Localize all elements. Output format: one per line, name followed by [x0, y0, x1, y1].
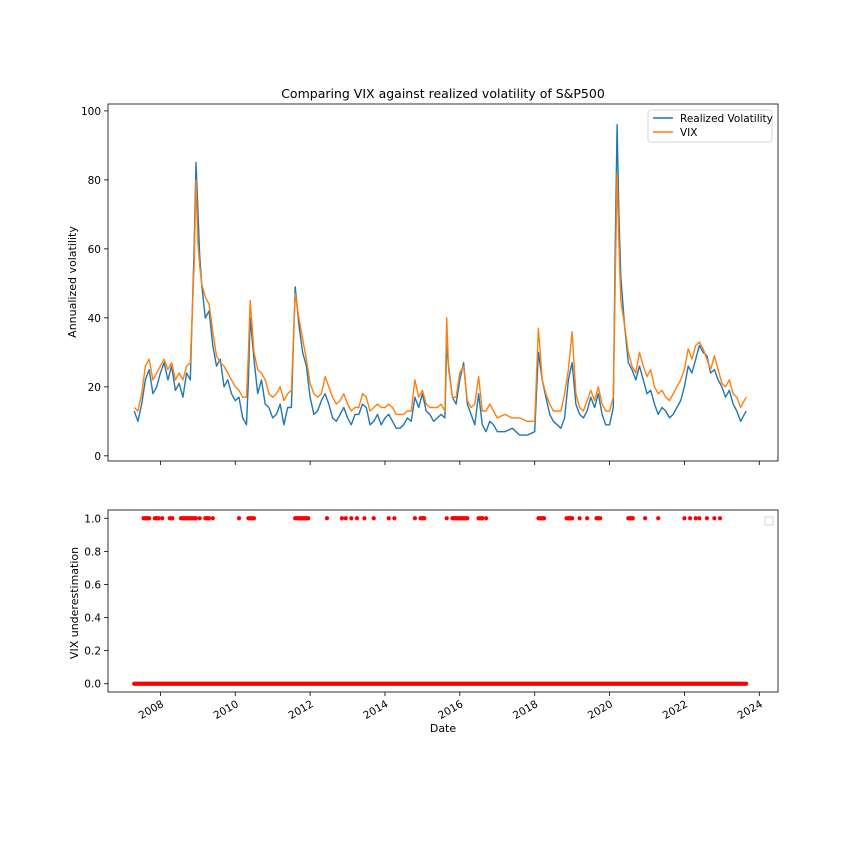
- y-tick-label: 60: [88, 244, 101, 256]
- legend-box: [647, 109, 773, 143]
- y-tick-label: 0.4: [84, 613, 101, 625]
- y-tick-label: 0: [94, 451, 101, 463]
- scatter-point-one: [717, 516, 723, 521]
- scatter-point-one: [210, 516, 215, 521]
- empty-legend-box: [764, 516, 774, 526]
- bottom-axes: 0.00.20.40.60.81.0 2008 2010 2012 2014 2016 2…: [68, 509, 779, 735]
- scatter-point-one: [656, 516, 661, 521]
- bottom-x-ticks: 2008 2010 2012 2014 2016 2018 2020 2022 2024: [137, 692, 765, 722]
- scatter-point-one: [343, 516, 348, 521]
- bottom-y-ticks: 0.0 0.2 0.4 0.6 0.8 1.0: [84, 513, 108, 691]
- y-tick-label: 80: [88, 175, 101, 187]
- scatter-point-one: [712, 516, 717, 521]
- top-x-ticks: [160, 461, 760, 465]
- x-tick-label: 2012: [286, 698, 315, 722]
- y-tick-label: 0.0: [84, 679, 101, 691]
- scatter-point-one: [160, 516, 165, 521]
- scatter-point-one: [324, 516, 330, 521]
- y-tick-label: 0.6: [84, 579, 101, 591]
- scatter-point-one: [483, 516, 489, 521]
- scatter-point-one: [412, 516, 418, 521]
- scatter-point-one: [371, 516, 376, 521]
- top-axes: Comparing VIX against realized volatilit…: [66, 86, 779, 465]
- y-tick-label: 0.2: [84, 646, 101, 658]
- scatter-point-one: [577, 516, 582, 521]
- top-axes-frame: [107, 103, 779, 462]
- scatter-point-one: [386, 516, 391, 521]
- series-line-realized-volatility: [133, 124, 747, 436]
- scatter-point-one: [682, 516, 687, 521]
- scatter-point-one: [630, 516, 635, 521]
- legend: Realized Volatility VIX: [647, 109, 773, 143]
- volatility-plot-area: [133, 124, 747, 436]
- scatter-point-one: [362, 516, 367, 521]
- y-tick-label: 40: [88, 313, 101, 325]
- scatter-point-one: [687, 516, 693, 521]
- top-y-ticks: 0 20 40 60 80 100: [81, 106, 108, 463]
- scatter-point-one: [354, 516, 360, 521]
- x-tick-label: 2010: [212, 698, 241, 722]
- y-tick-label: 1.0: [84, 513, 101, 525]
- chart-title: Comparing VIX against realized volatilit…: [281, 86, 605, 101]
- scatter-point-one: [697, 516, 702, 521]
- scatter-point-one: [236, 516, 242, 521]
- y-axis-label-volatility: Annualized volatility: [66, 226, 79, 338]
- y-axis-label-underestimation: VIX underestimation: [68, 547, 81, 659]
- scatter-point-one: [349, 516, 354, 521]
- scatter-point-one: [704, 516, 709, 521]
- y-tick-label: 0.8: [84, 546, 101, 558]
- y-tick-label: 20: [88, 382, 101, 394]
- x-tick-label: 2008: [137, 698, 166, 722]
- scatter-point-one: [444, 516, 449, 521]
- x-tick-label: 2020: [586, 698, 615, 722]
- scatter-point-one: [693, 516, 698, 521]
- x-tick-label: 2024: [736, 698, 765, 722]
- legend-label-realized: Realized Volatility: [680, 113, 773, 125]
- x-axis-label-date: Date: [430, 722, 457, 735]
- scatter-point-one: [643, 516, 648, 521]
- scatter-point-one: [197, 516, 202, 521]
- legend-label-vix: VIX: [680, 127, 697, 139]
- x-tick-label: 2022: [661, 698, 690, 722]
- scatter-point-one: [585, 516, 590, 521]
- x-tick-label: 2018: [511, 698, 540, 722]
- series-line-vix: [133, 172, 747, 422]
- underestimation-plot-area: [132, 516, 749, 686]
- scatter-point-one: [392, 516, 397, 521]
- x-tick-label: 2014: [361, 698, 390, 722]
- y-tick-label: 100: [81, 106, 101, 118]
- scatter-point-one: [339, 516, 345, 521]
- x-tick-label: 2016: [436, 698, 465, 722]
- bottom-axes-frame: [107, 509, 779, 693]
